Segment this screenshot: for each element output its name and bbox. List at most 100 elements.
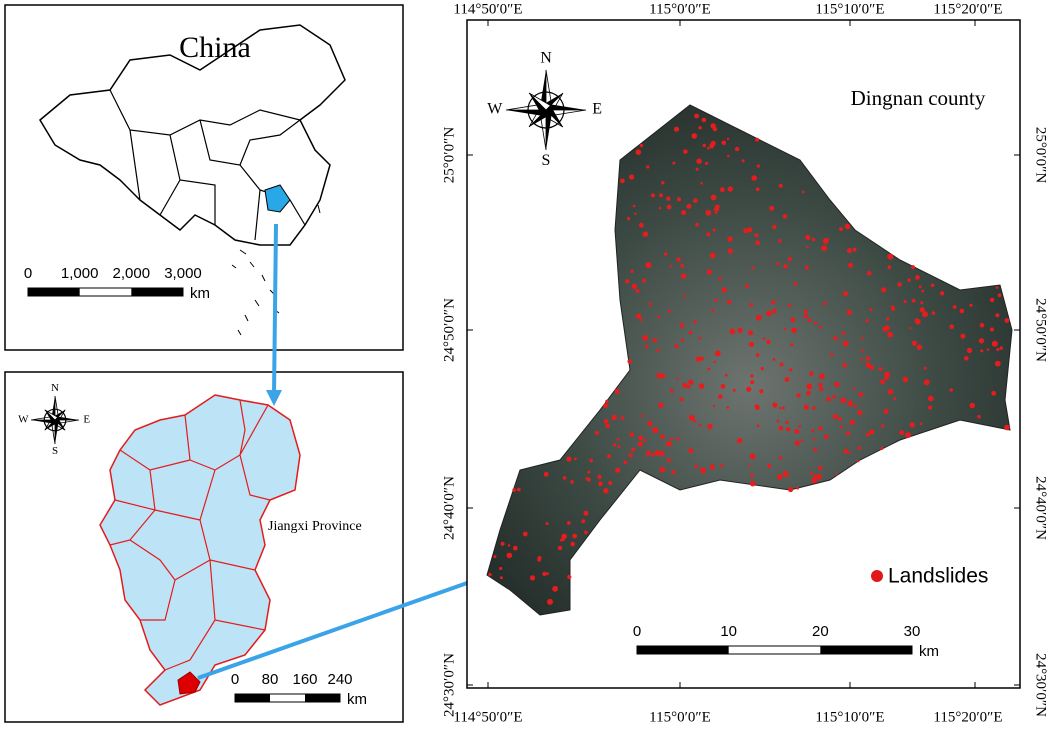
landslide-dot bbox=[645, 344, 649, 349]
lon-label: 115°10′0″E bbox=[815, 709, 884, 725]
landslide-dot bbox=[670, 437, 674, 441]
landslide-dot bbox=[791, 327, 797, 334]
landslide-dot bbox=[931, 311, 936, 315]
landslide-dot bbox=[620, 178, 625, 184]
landslide-dot bbox=[648, 302, 653, 306]
landslide-dot bbox=[669, 388, 674, 393]
landslide-dot bbox=[686, 203, 692, 209]
landslide-dot bbox=[794, 429, 800, 434]
landslide-dot bbox=[720, 383, 726, 389]
landslide-dot bbox=[583, 510, 589, 516]
landslide-dot bbox=[818, 426, 823, 431]
landslide-dot bbox=[914, 318, 919, 323]
landslide-dot bbox=[865, 319, 869, 323]
landslide-dot bbox=[718, 394, 723, 399]
landslide-dot bbox=[737, 327, 743, 333]
landslide-dot bbox=[886, 317, 890, 321]
landslide-dot bbox=[964, 356, 969, 361]
landslide-dot bbox=[710, 123, 716, 129]
landslide-dot bbox=[658, 206, 662, 210]
landslide-dot bbox=[920, 301, 924, 305]
landslide-dot bbox=[911, 298, 916, 303]
landslide-dot bbox=[645, 262, 652, 269]
landslide-dot bbox=[750, 380, 755, 385]
landslide-dot bbox=[848, 451, 852, 455]
landslide-dot bbox=[698, 126, 702, 130]
landslide-dot bbox=[702, 143, 706, 148]
landslide-dot bbox=[617, 445, 621, 449]
lat-label: 24°40′0″N bbox=[1033, 476, 1049, 540]
landslide-dot bbox=[919, 422, 923, 426]
landslide-dot bbox=[995, 286, 999, 289]
landslide-dot bbox=[642, 231, 649, 237]
lat-label: 24°30′0″N bbox=[1033, 653, 1049, 717]
landslide-dot bbox=[830, 353, 834, 357]
landslide-dot bbox=[919, 307, 925, 313]
landslide-dot bbox=[902, 376, 909, 383]
scale-label: 3,000 bbox=[164, 265, 202, 282]
landslide-dot bbox=[566, 456, 572, 462]
scale-label: 1,000 bbox=[61, 265, 99, 282]
landslide-dot bbox=[700, 182, 703, 185]
landslide-dot bbox=[726, 137, 730, 141]
landslide-dot bbox=[700, 467, 707, 474]
landslide-dot bbox=[991, 340, 998, 347]
landslide-dot bbox=[636, 313, 642, 319]
landslide-dot bbox=[713, 360, 716, 364]
landslide-dot bbox=[755, 353, 760, 357]
compass-label: N bbox=[51, 382, 59, 394]
landslide-dot bbox=[714, 298, 718, 302]
landslide-dot bbox=[749, 480, 756, 487]
landslide-dot bbox=[683, 149, 688, 154]
landslide-dot bbox=[882, 326, 888, 332]
landslide-dot bbox=[652, 427, 659, 434]
compass-label: E bbox=[592, 101, 602, 118]
landslide-dot bbox=[720, 464, 724, 468]
landslide-dot bbox=[561, 533, 567, 540]
landslide-dot bbox=[899, 430, 904, 435]
landslide-dot bbox=[688, 379, 694, 385]
landslide-dot bbox=[647, 420, 653, 427]
landslide-dot bbox=[727, 186, 733, 192]
landslide-dot bbox=[546, 572, 549, 576]
landslide-dot bbox=[646, 165, 650, 169]
lon-label: 115°10′0″E bbox=[815, 1, 884, 17]
dingnan-title: Dingnan county bbox=[851, 86, 986, 110]
landslide-dot bbox=[671, 470, 676, 475]
landslide-dot bbox=[632, 204, 636, 208]
landslide-dot bbox=[707, 423, 713, 430]
landslide-dot bbox=[818, 382, 823, 387]
scale-label: 0 bbox=[24, 265, 32, 282]
landslide-dot bbox=[570, 480, 574, 484]
dingnan-highlight bbox=[177, 671, 201, 695]
landslide-dot bbox=[616, 437, 620, 441]
landslide-dot bbox=[686, 385, 691, 389]
landslide-dot bbox=[666, 196, 671, 201]
lon-label: 114°50′0″E bbox=[453, 1, 522, 17]
landslide-dot bbox=[748, 330, 754, 336]
landslide-dot bbox=[712, 228, 716, 232]
landslide-dot bbox=[635, 288, 640, 293]
landslide-dot bbox=[537, 556, 542, 560]
landslide-dot bbox=[809, 371, 814, 376]
landslide-dot bbox=[676, 437, 680, 441]
landslide-dot bbox=[603, 403, 608, 409]
landslide-dot bbox=[793, 282, 797, 286]
landslide-dot bbox=[643, 439, 647, 442]
landslide-dot bbox=[620, 416, 625, 420]
landslide-dot bbox=[749, 302, 754, 307]
landslide-dot bbox=[991, 390, 997, 396]
landslide-dot bbox=[779, 362, 784, 367]
landslide-dot bbox=[645, 450, 651, 456]
landslide-dot bbox=[796, 486, 799, 490]
landslide-dot bbox=[750, 473, 754, 478]
landslide-dot bbox=[777, 239, 782, 243]
landslide-dot bbox=[748, 464, 751, 467]
landslide-dot bbox=[628, 453, 633, 458]
landslide-dot bbox=[650, 193, 656, 198]
landslide-dot bbox=[666, 441, 672, 447]
landslide-dot bbox=[802, 190, 805, 194]
landslide-dot bbox=[694, 464, 698, 468]
landslide-dot bbox=[903, 299, 907, 304]
landslide-dot bbox=[694, 113, 699, 119]
